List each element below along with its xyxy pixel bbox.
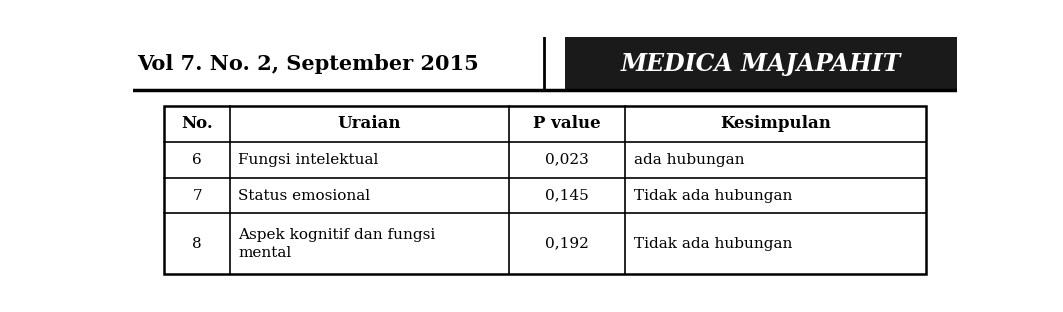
Text: Kesimpulan: Kesimpulan: [721, 115, 831, 132]
Text: Tidak ada hubungan: Tidak ada hubungan: [634, 188, 792, 202]
Text: P value: P value: [534, 115, 601, 132]
Text: 0,145: 0,145: [545, 188, 589, 202]
Bar: [566, 37, 957, 90]
Text: Fungsi intelektual: Fungsi intelektual: [238, 153, 378, 167]
Text: 0,023: 0,023: [545, 153, 589, 167]
Bar: [164, 106, 926, 274]
Text: Status emosional: Status emosional: [238, 188, 370, 202]
Text: Vol 7. No. 2, September 2015: Vol 7. No. 2, September 2015: [137, 54, 478, 74]
Text: 0,192: 0,192: [545, 237, 589, 251]
Text: Uraian: Uraian: [338, 115, 402, 132]
Text: Tidak ada hubungan: Tidak ada hubungan: [634, 237, 792, 251]
Text: MEDICA MAJAPAHIT: MEDICA MAJAPAHIT: [621, 51, 901, 76]
Bar: [133, 37, 957, 90]
Text: Aspek kognitif dan fungsi
mental: Aspek kognitif dan fungsi mental: [238, 227, 436, 260]
Text: ada hubungan: ada hubungan: [634, 153, 744, 167]
Text: No.: No.: [182, 115, 213, 132]
Text: 7: 7: [192, 188, 202, 202]
Text: 8: 8: [192, 237, 202, 251]
Text: 6: 6: [192, 153, 202, 167]
